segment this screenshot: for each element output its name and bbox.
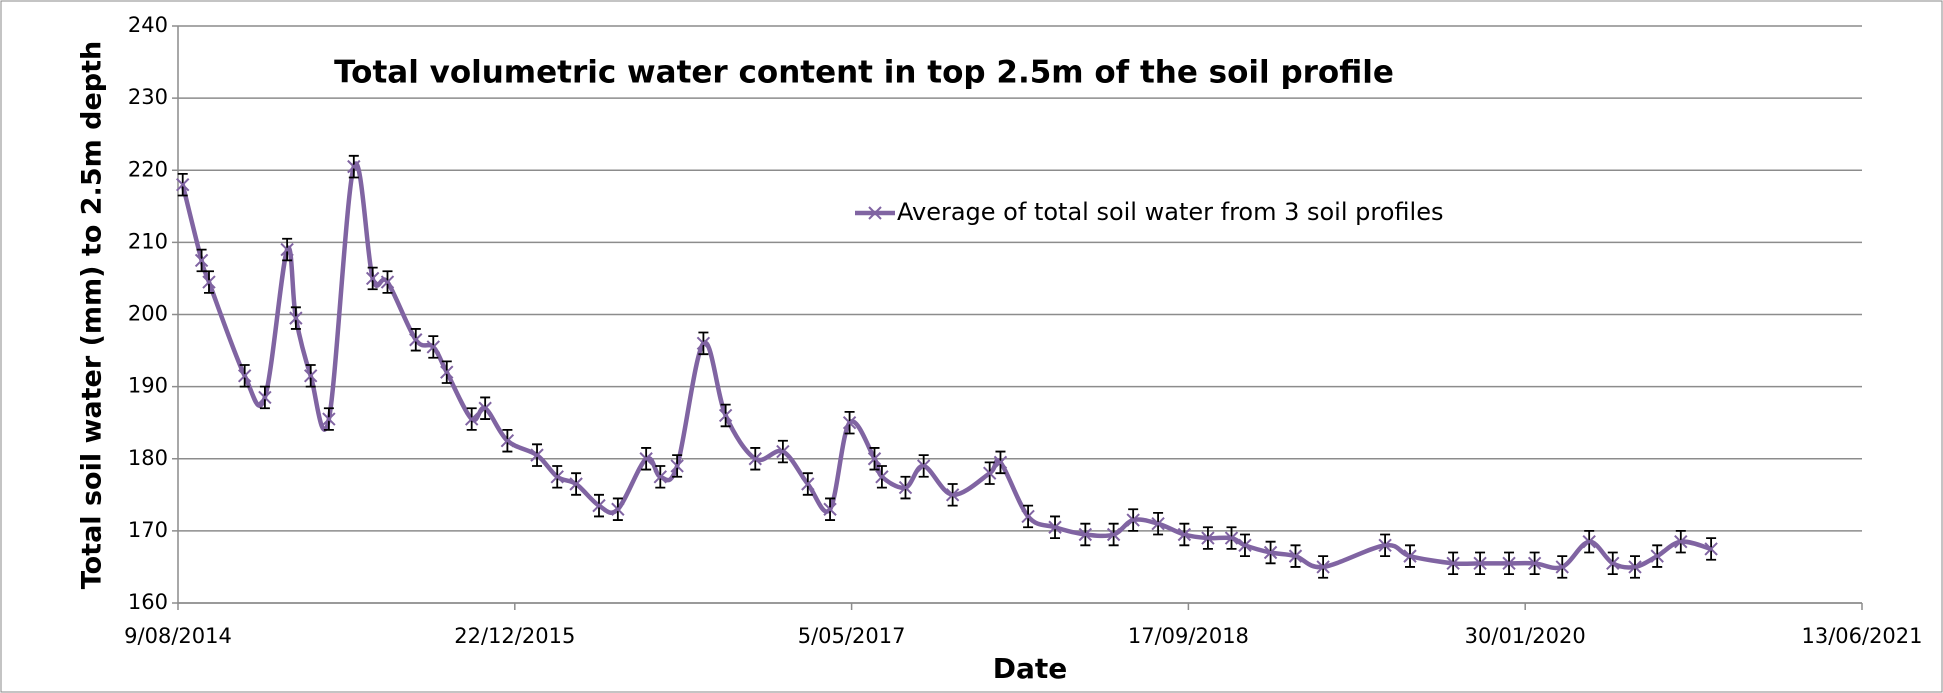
marker (1378, 538, 1392, 553)
y-tick-label: 180 (128, 446, 168, 470)
marker (1177, 527, 1192, 542)
marker (1582, 534, 1596, 549)
legend-label: Average of total soil water from 3 soil … (897, 198, 1443, 226)
chart-title: Total volumetric water content in top 2.… (334, 55, 1394, 91)
marker (1288, 549, 1303, 563)
marker (464, 412, 479, 426)
y-axis-label: Total soil water (mm) to 2.5m depth (77, 41, 108, 589)
y-tick-label: 230 (128, 85, 168, 109)
marker (289, 311, 303, 325)
marker (1555, 560, 1569, 574)
marker (696, 336, 711, 351)
marker (1502, 556, 1516, 571)
legend-marker (868, 206, 882, 220)
marker (1473, 556, 1487, 571)
marker (842, 415, 857, 430)
x-tick-label: 9/08/2014 (124, 624, 232, 648)
x-tick-label: 17/09/2018 (1128, 624, 1249, 648)
marker (1263, 545, 1278, 560)
marker (1674, 534, 1688, 549)
y-tick-label: 200 (128, 302, 168, 326)
marker (500, 434, 515, 448)
marker (1048, 520, 1062, 534)
marker (478, 401, 492, 415)
marker (1201, 531, 1215, 545)
marker (801, 477, 815, 491)
marker (867, 452, 882, 466)
marker (426, 340, 441, 354)
y-tick-label: 240 (128, 13, 168, 37)
marker (1446, 556, 1460, 571)
marker (823, 502, 837, 516)
marker (982, 466, 997, 480)
x-tick-label: 22/12/2015 (454, 624, 575, 648)
marker (945, 488, 960, 502)
marker (748, 452, 762, 466)
marker (202, 275, 216, 289)
marker (347, 159, 361, 174)
marker (1527, 556, 1542, 571)
marker (1021, 509, 1035, 524)
marker (670, 459, 684, 473)
marker (611, 502, 625, 516)
y-tick-label: 220 (128, 157, 168, 181)
marker (303, 369, 318, 383)
y-tick-label: 210 (128, 229, 168, 253)
marker (1628, 560, 1642, 574)
marker (280, 242, 294, 257)
marker (776, 444, 790, 459)
marker (1126, 513, 1140, 527)
marker (653, 470, 668, 484)
marker (898, 480, 913, 495)
marker (365, 271, 380, 286)
marker (1704, 542, 1718, 556)
marker (1650, 549, 1664, 563)
x-tick-label: 30/01/2020 (1465, 624, 1586, 648)
marker (194, 253, 209, 268)
x-tick-label: 13/06/2021 (1801, 624, 1922, 648)
marker (993, 455, 1008, 470)
marker (1238, 538, 1252, 553)
marker (1316, 560, 1330, 574)
marker (380, 275, 395, 289)
marker (237, 369, 252, 383)
marker (916, 459, 931, 473)
marker (718, 408, 733, 423)
y-tick-label: 190 (128, 374, 168, 398)
marker (1078, 527, 1093, 542)
marker (875, 470, 889, 484)
marker (592, 498, 606, 513)
marker (322, 412, 336, 426)
marker (639, 452, 653, 466)
y-tick-label: 170 (128, 518, 168, 542)
marker (569, 477, 583, 491)
marker (409, 333, 423, 347)
marker (530, 448, 544, 462)
marker (1403, 549, 1417, 563)
x-axis-label: Date (993, 652, 1068, 685)
y-tick-label: 160 (128, 590, 168, 614)
marker (440, 365, 454, 379)
marker (1606, 556, 1620, 571)
marker (258, 390, 272, 405)
marker (1106, 527, 1121, 542)
x-tick-label: 5/05/2017 (798, 624, 906, 648)
marker (550, 470, 564, 484)
marker (1151, 516, 1165, 531)
marker (176, 177, 190, 192)
marker (1224, 531, 1239, 545)
